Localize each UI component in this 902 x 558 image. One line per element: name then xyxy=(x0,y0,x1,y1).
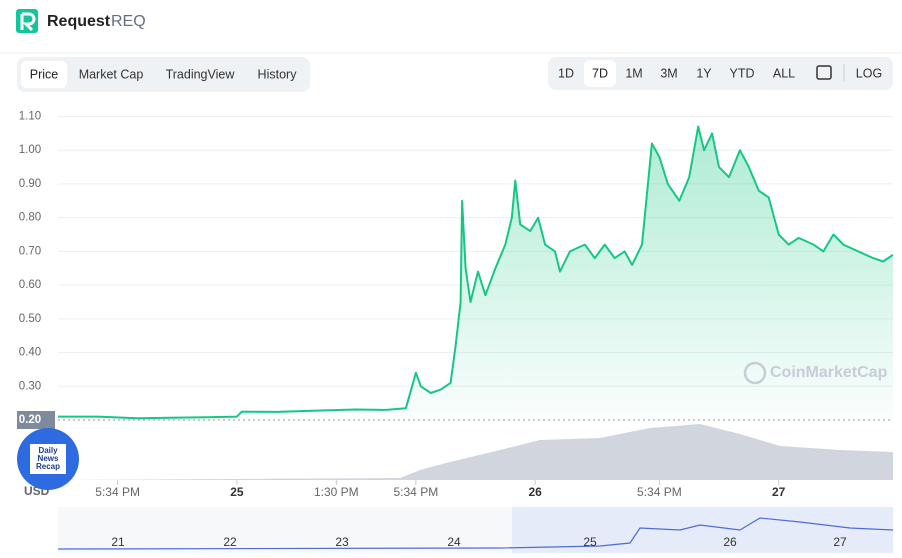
navigator-label: 26 xyxy=(723,535,737,549)
y-tick-label: 0.40 xyxy=(19,347,41,359)
range[interactable]: 1Y xyxy=(696,66,712,80)
x-tick-label: 1:30 PM xyxy=(314,485,359,499)
tab-bar xyxy=(17,57,310,92)
price-area xyxy=(58,126,893,420)
range[interactable]: LOG xyxy=(856,66,882,80)
volume-area xyxy=(58,424,893,480)
x-tick-label: 5:34 PM xyxy=(637,485,682,499)
navigator-label: 27 xyxy=(833,535,847,549)
tab[interactable]: Market Cap xyxy=(79,67,144,81)
range[interactable]: 1M xyxy=(625,66,642,80)
watermark: CoinMarketCap xyxy=(770,364,888,381)
calendar-icon[interactable] xyxy=(816,65,832,80)
x-tick-label: 26 xyxy=(528,485,542,499)
badge-text: Daily xyxy=(38,446,58,455)
y-tick-label: 0.60 xyxy=(19,279,41,291)
badge-text: News xyxy=(38,454,59,463)
navigator-label: 25 xyxy=(583,535,597,549)
y-tick-label: 0.20 xyxy=(19,414,41,426)
range[interactable]: 1D xyxy=(558,66,574,80)
plot: 0.20 0.30 0.40 0.50 0.60 0.70 0.80 0.90 1.00 1.10… xyxy=(17,111,894,499)
y-tick-label: 0.80 xyxy=(19,212,41,224)
coin-symbol: REQ xyxy=(111,13,146,30)
coin-name: Request xyxy=(47,13,111,30)
range[interactable]: 7D xyxy=(592,66,608,80)
tab[interactable]: Price xyxy=(30,67,59,81)
navigator-label: 21 xyxy=(111,535,125,549)
x-tick-label: 25 xyxy=(230,485,244,499)
navigator-window[interactable] xyxy=(512,507,893,553)
navigator-label: 23 xyxy=(335,535,349,549)
badge-inner xyxy=(30,444,66,474)
navigator-label: 22 xyxy=(223,535,237,549)
price-line xyxy=(58,125,894,420)
range-selected xyxy=(584,60,616,87)
range[interactable]: ALL xyxy=(773,66,795,80)
watermark-logo xyxy=(743,361,767,385)
tab[interactable]: TradingView xyxy=(166,67,236,81)
navigator-line xyxy=(57,517,894,550)
navigator-label: 24 xyxy=(447,535,461,549)
range-bar xyxy=(548,57,893,90)
x-tick-label: 27 xyxy=(772,485,786,499)
y-tick-label: 1.00 xyxy=(19,144,41,156)
y-tick-label: 0.90 xyxy=(19,178,41,190)
range[interactable]: 3M xyxy=(660,66,677,80)
x-tick-label: 5:34 PM xyxy=(394,485,439,499)
y-tick-label: 1.10 xyxy=(19,111,41,123)
range[interactable]: YTD xyxy=(730,66,755,80)
badge-text: Recap xyxy=(36,462,60,471)
y-tick-label: 0.70 xyxy=(19,245,41,257)
x-tick-label: 5:34 PM xyxy=(95,485,140,499)
y-tick-box xyxy=(17,411,55,429)
y-tick-label: 0.50 xyxy=(19,313,41,325)
logo-mark xyxy=(20,12,36,32)
tab-selected xyxy=(21,61,67,88)
y-tick-label: 0.30 xyxy=(19,380,41,392)
tab[interactable]: History xyxy=(258,67,298,81)
